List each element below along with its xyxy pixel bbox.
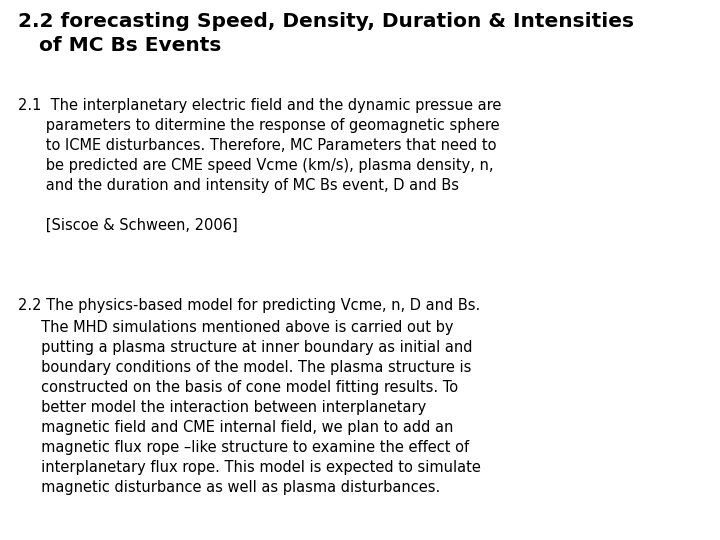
Text: 2.2 The physics-based model for predicting Vcme, n, D and Bs.: 2.2 The physics-based model for predicti…: [18, 298, 480, 313]
Text: The MHD simulations mentioned above is carried out by
     putting a plasma stru: The MHD simulations mentioned above is c…: [18, 320, 481, 495]
Text: 2.2 forecasting Speed, Density, Duration & Intensities
   of MC Bs Events: 2.2 forecasting Speed, Density, Duration…: [18, 12, 634, 55]
Text: 2.1  The interplanetary electric field and the dynamic pressue are
      paramet: 2.1 The interplanetary electric field an…: [18, 98, 501, 233]
